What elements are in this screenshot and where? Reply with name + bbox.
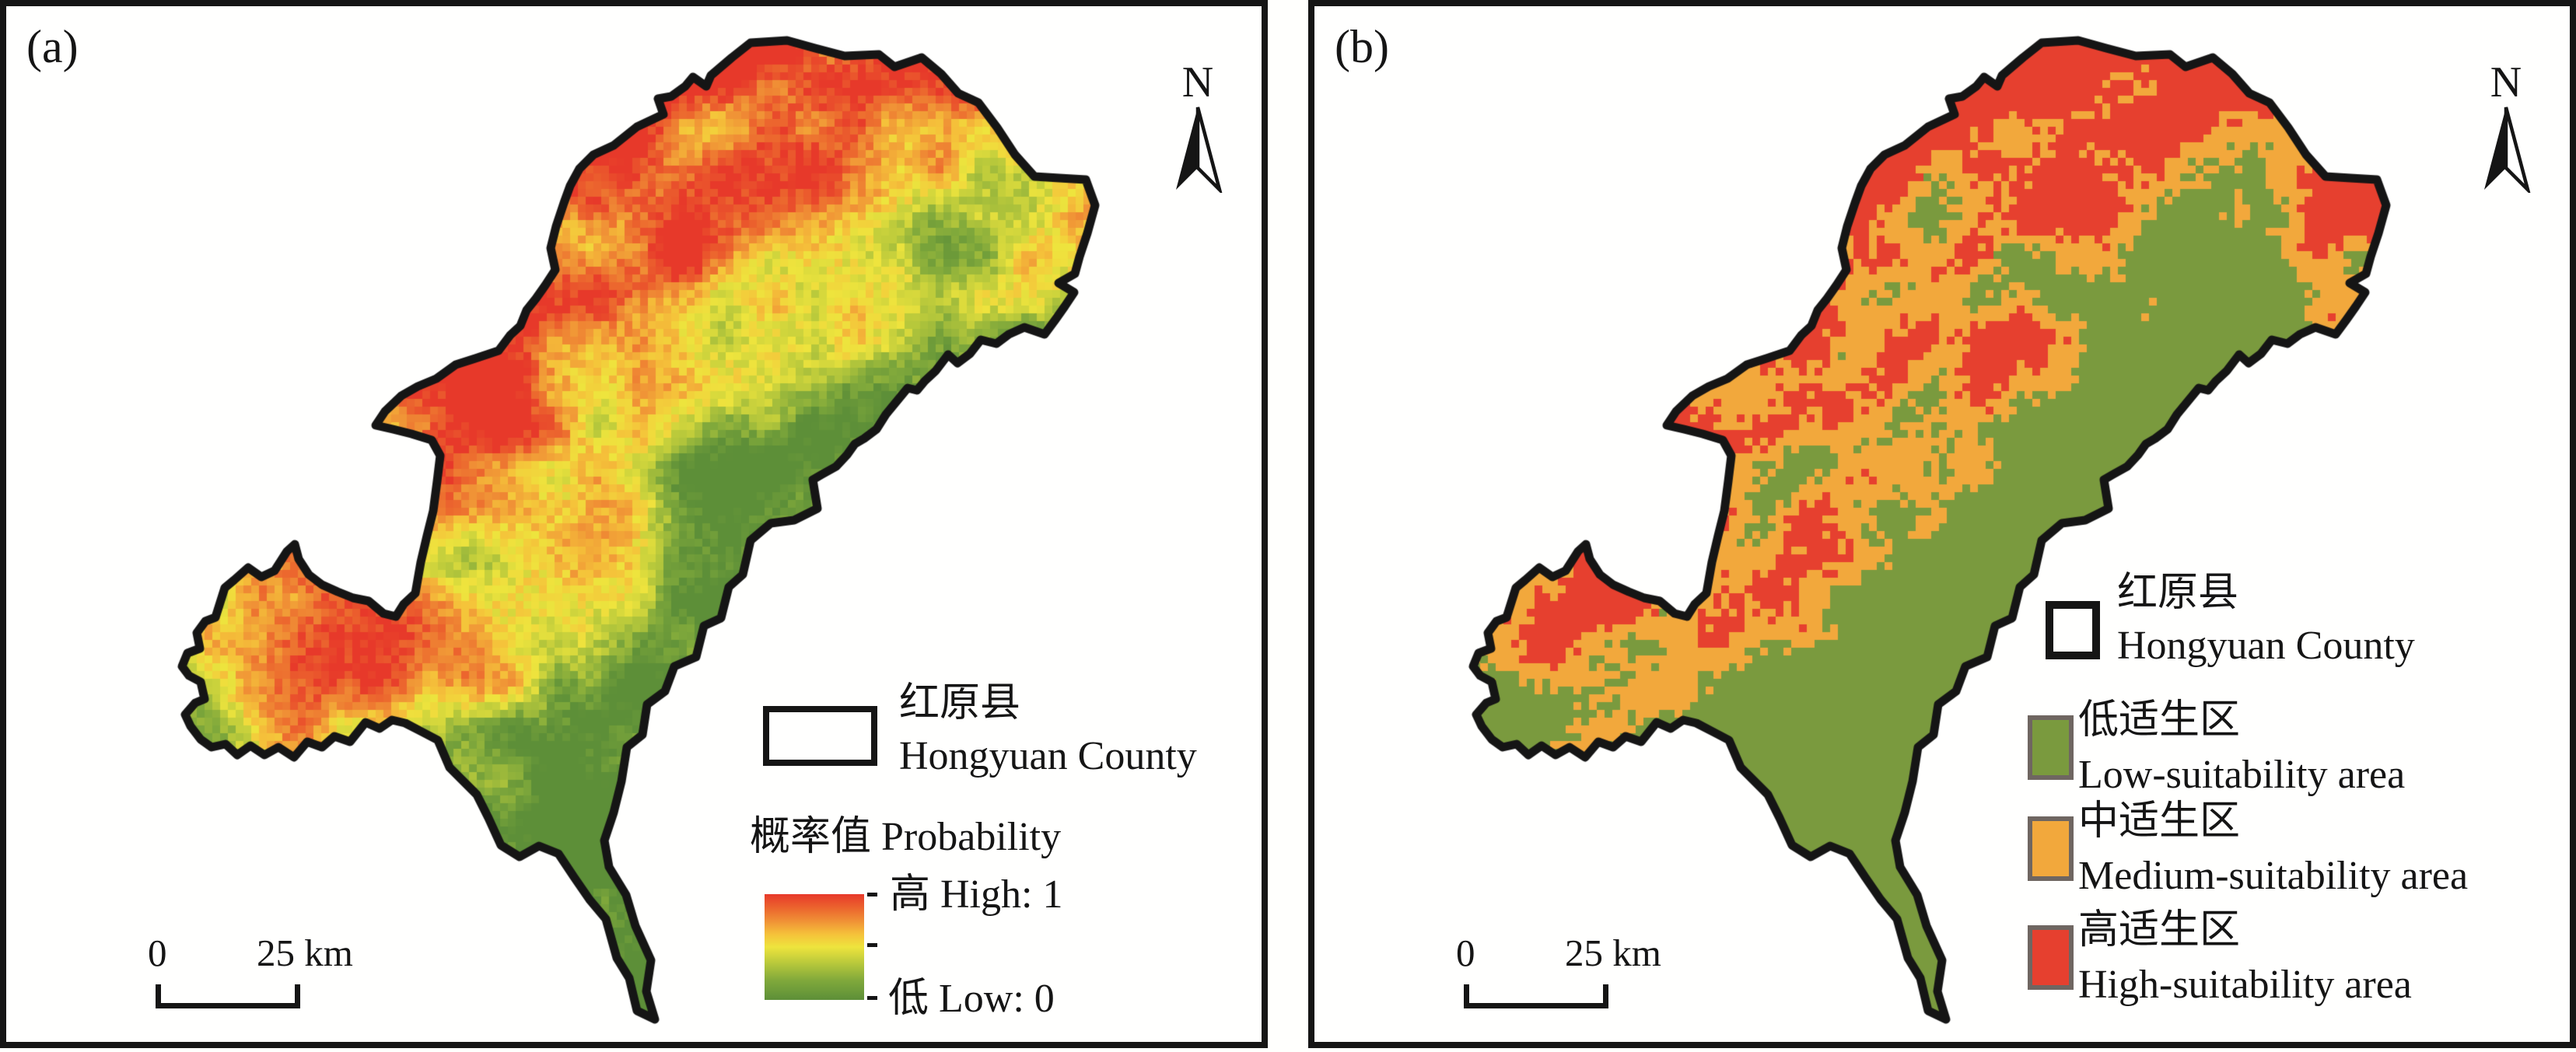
suitability-raster-map [1314,6,2570,1042]
low-suitability-swatch [2028,715,2074,780]
probability-gradient-bar [765,894,864,1000]
low-suitability-en: Low-suitability area [2078,753,2406,797]
medium-suitability-swatch [2028,816,2074,881]
scale-bar: 0 25 km [138,933,395,1019]
gradient-tick-low [867,996,877,1000]
scale-bar: 0 25 km [1447,933,1703,1019]
county-name-zh: 红原县 [2117,571,2239,615]
probability-legend-title: 概率值 Probability [750,815,1062,859]
county-boundary-swatch [2046,601,2100,659]
panel-a-probability-map: (a) N 红原县 Hongyuan County 概率值 Probabilit… [0,0,1268,1048]
legend-low-label: 低 Low: 0 [888,977,1055,1021]
gradient-tick-high [867,893,877,896]
scale-bar-zero: 0 [1456,931,1475,974]
medium-suitability-zh: 中适生区 [2078,799,2241,844]
probability-raster-map [6,6,1262,1042]
north-label: N [1181,58,1214,107]
north-arrow-icon [1176,107,1223,193]
panel-b-suitability-map: (b) N 红原县 Hongyuan County 低适生区 Low-suita… [1308,0,2576,1048]
medium-suitability-en: Medium-suitability area [2078,854,2469,898]
legend-high-label: 高 High: 1 [890,872,1063,917]
county-name-zh: 红原县 [899,681,1021,725]
scale-bar-bracket [1464,984,1608,1008]
high-suitability-zh: 高适生区 [2078,908,2241,952]
scale-bar-distance: 25 km [1565,931,1661,974]
panel-a-label: (a) [26,21,79,72]
scale-bar-bracket [156,984,300,1008]
scale-bar-zero: 0 [148,931,167,974]
scale-bar-distance: 25 km [257,931,353,974]
high-suitability-swatch [2028,925,2074,990]
low-suitability-zh: 低适生区 [2078,698,2241,743]
north-arrow-icon [2484,107,2531,193]
north-label: N [2490,58,2522,107]
panel-b-label: (b) [1335,21,1389,72]
high-suitability-en: High-suitability area [2078,963,2412,1007]
county-boundary-swatch [763,706,877,766]
county-name-en: Hongyuan County [2117,624,2415,668]
county-name-en: Hongyuan County [899,734,1197,778]
gradient-tick-mid [867,943,877,947]
north-arrow: N [1168,61,1227,193]
north-arrow: N [2476,61,2536,193]
